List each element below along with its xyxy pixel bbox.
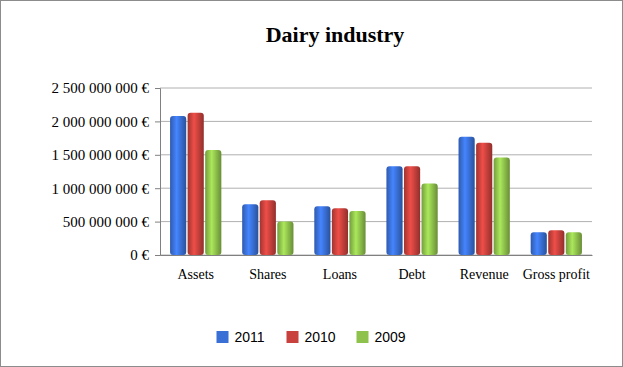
bar: [332, 208, 348, 255]
y-tick: 1 000 000 000 €: [52, 181, 161, 197]
x-axis-line: [161, 255, 593, 256]
x-tick-label: Assets: [177, 267, 214, 282]
grid-line: [160, 88, 592, 89]
x-tick: Assets: [177, 255, 214, 282]
y-tick-label: 1 000 000 000 €: [52, 181, 150, 197]
grid-line: [160, 154, 592, 155]
x-tick-label: Loans: [323, 267, 357, 282]
y-tick: 0 €: [130, 247, 160, 263]
y-tick-mark: [155, 222, 160, 223]
bar: [188, 113, 204, 255]
series: [170, 116, 547, 255]
bar: [349, 211, 365, 255]
y-tick-mark: [155, 255, 160, 256]
y-tick-mark: [155, 121, 160, 122]
bar: [277, 222, 293, 255]
y-axis-line: [155, 89, 161, 256]
y-tick: 500 000 000 €: [63, 214, 160, 230]
x-tick: Shares: [249, 255, 286, 282]
legend-swatch: [287, 331, 299, 343]
chart-frame: [1, 1, 623, 367]
bar: [459, 137, 475, 255]
y-tick: 2 500 000 000 €: [52, 80, 161, 96]
bar: [386, 166, 402, 255]
x-tick: Debt: [398, 255, 425, 282]
grid-line: [160, 188, 592, 189]
y-tick-label: 2 000 000 000 €: [52, 114, 150, 130]
legend: 2011 2010 2009: [217, 329, 406, 345]
legend-item: 2009: [357, 329, 406, 345]
x-tick-label: Debt: [398, 267, 425, 282]
y-tick-label: 500 000 000 €: [63, 214, 150, 230]
bar: [170, 116, 186, 255]
y-tick: 1 500 000 000 €: [52, 147, 161, 163]
x-tick-label: Gross profit: [523, 267, 590, 282]
legend-label: 2009: [375, 329, 406, 345]
x-tick: Loans: [323, 255, 357, 282]
y-tick: 2 000 000 000 €: [52, 114, 161, 130]
y-axis: 0 € 500 000 000 € 1 000 000 000 € 1 500 000…: [52, 80, 161, 263]
y-tick-label: 2 500 000 000 €: [52, 80, 150, 96]
grid-line: [160, 121, 592, 122]
grid-line: [160, 221, 592, 222]
series: [205, 150, 582, 255]
series: [188, 113, 565, 255]
x-tick-label: Shares: [249, 267, 286, 282]
legend-item: 2010: [287, 329, 336, 345]
bar: [422, 184, 438, 255]
bar: [548, 230, 564, 255]
bar: [494, 157, 510, 255]
x-tick: Gross profit: [523, 255, 590, 282]
legend-item: 2011: [217, 329, 265, 345]
bar: [205, 150, 221, 255]
y-tick-mark: [155, 188, 160, 189]
y-tick-label: 0 €: [130, 247, 149, 263]
bar: [531, 232, 547, 255]
x-tick-label: Revenue: [460, 267, 509, 282]
x-axis: Assets Shares Loans Debt Revenue Gross profit: [161, 255, 593, 282]
y-tick-mark: [155, 155, 160, 156]
legend-swatch: [357, 331, 369, 343]
grid-line: [160, 255, 592, 256]
bar: [404, 166, 420, 255]
y-tick-mark: [155, 88, 160, 89]
legend-label: 2011: [235, 329, 265, 345]
bars: [170, 113, 582, 255]
bar: [242, 204, 258, 255]
title: Dairy industry: [266, 22, 405, 47]
legend-swatch: [217, 331, 229, 343]
y-tick-label: 1 500 000 000 €: [52, 147, 150, 163]
chart: Dairy industry 0 € 500 000 000 € 1 000 000 …: [0, 0, 623, 367]
x-tick: Revenue: [460, 255, 509, 282]
bar: [314, 206, 330, 255]
legend-label: 2010: [305, 329, 336, 345]
bar: [476, 143, 492, 255]
grid: [160, 88, 592, 255]
bar: [566, 232, 582, 255]
bar: [260, 200, 276, 255]
